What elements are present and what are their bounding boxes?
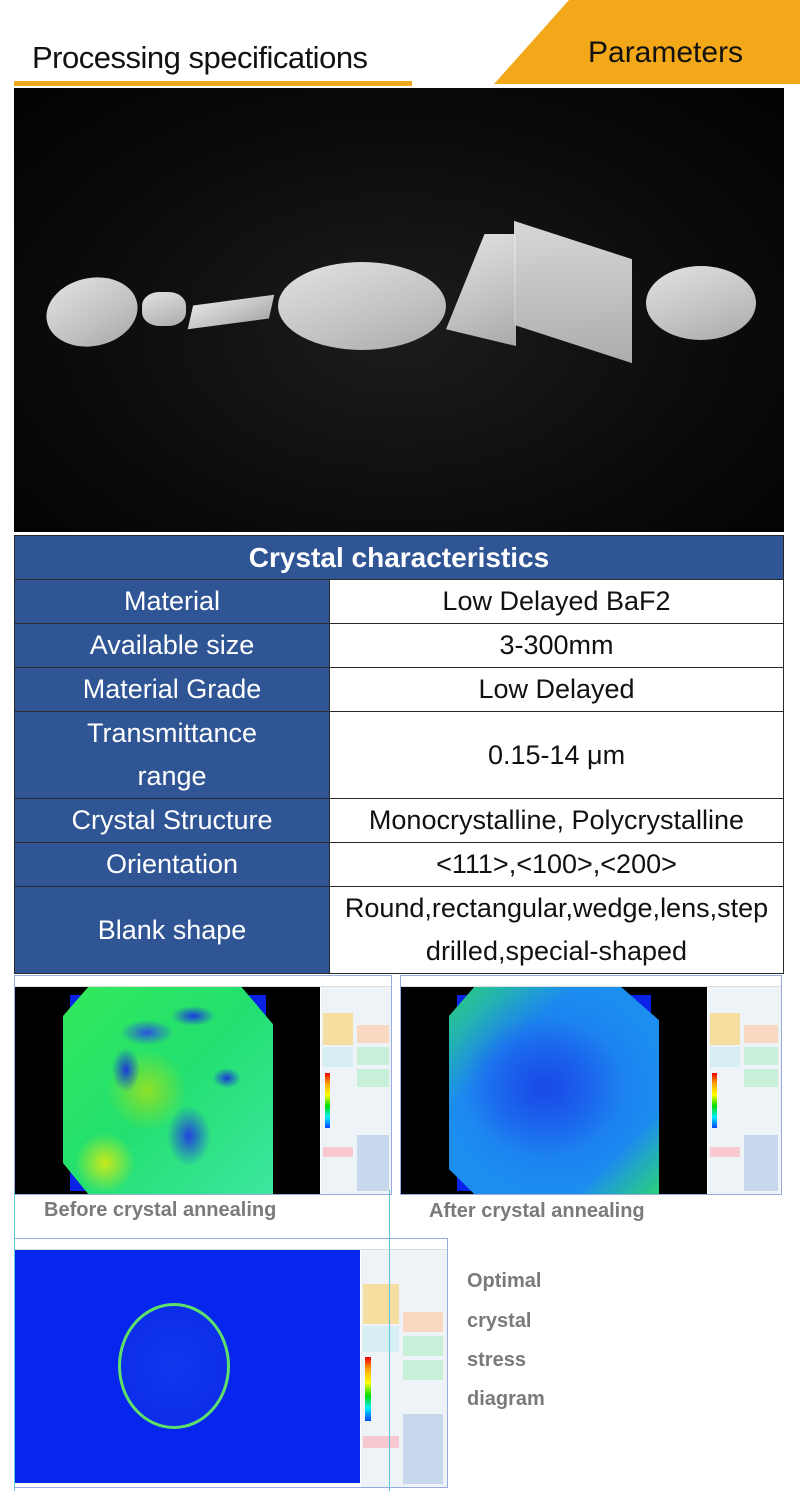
row-value: Low Delayed BaF2 [329,579,784,624]
crystal-characteristics-table: Crystal characteristics Material Low Del… [14,535,784,974]
large-disc [278,262,446,350]
table-title: Crystal characteristics [14,535,784,580]
guide-line [389,1190,390,1491]
color-scale-bar [325,1073,330,1128]
measure-box [403,1414,443,1484]
stress-map-before [15,987,320,1194]
product-photo [14,88,784,532]
guide-line [14,1190,15,1491]
axis-box [744,1069,778,1087]
optimal-caption-line: crystal [467,1310,532,1332]
optimal-caption-line: diagram [467,1388,545,1410]
window-titlebar [401,976,781,987]
row-value: Round,rectangular,wedge,lens,step drille… [329,886,784,974]
after-annealing-caption: After crystal annealing [429,1200,645,1222]
table-row: Available size 3-300mm [14,623,784,668]
mode-box [363,1436,399,1448]
window-titlebar [15,1239,447,1250]
row-value: 0.15-14 μm [329,711,784,799]
table-row: Material Grade Low Delayed [14,667,784,712]
magnification-box [323,1047,353,1067]
title-underline [14,81,412,86]
display-options-box [323,1013,353,1045]
optimal-stress-screenshot [14,1238,448,1488]
optimal-caption-line: Optimal [467,1270,542,1292]
before-annealing-screenshot [14,975,392,1195]
axis-box [357,1069,389,1087]
before-annealing-caption: Before crystal annealing [44,1199,277,1221]
retardation-box [403,1312,443,1332]
row-label: Available size [14,623,330,668]
sample-ring [118,1303,230,1429]
table-row: Orientation <111>,<100>,<200> [14,842,784,887]
retardation-box [357,1025,389,1043]
row-value: <111>,<100>,<200> [329,842,784,887]
row-label: Material [14,579,330,624]
table-row: Material Low Delayed BaF2 [14,579,784,624]
display-options-box [363,1284,399,1324]
row-label: Crystal Structure [14,798,330,843]
row-label: Blank shape [14,886,330,974]
stress-box [744,1047,778,1065]
page-header: Processing specifications Parameters [0,0,800,88]
stress-map-after [401,987,707,1194]
retardation-box [744,1025,778,1043]
table-row: Blank shape Round,rectangular,wedge,lens… [14,886,784,974]
axis-box [403,1360,443,1380]
software-control-panel [708,987,781,1194]
stress-box [357,1047,389,1065]
stress-map-optimal [15,1250,360,1483]
row-label: Transmittance range [14,711,330,799]
magnification-box [710,1047,740,1067]
software-control-panel [321,987,391,1194]
color-scale-bar [365,1357,371,1421]
mode-box [323,1147,353,1157]
row-value: Monocrystalline, Polycrystalline [329,798,784,843]
window-titlebar [15,976,391,987]
parameters-tab-label: Parameters [588,36,744,69]
measure-box [357,1135,389,1191]
small-window [142,292,186,326]
stress-heatmap-after [449,987,659,1194]
row-value: 3-300mm [329,623,784,668]
after-annealing-screenshot [400,975,782,1195]
thick-disc [646,266,756,340]
rectangular-plate [187,294,275,330]
magnification-box [363,1326,399,1352]
table-row: Transmittance range 0.15-14 μm [14,711,784,799]
display-options-box [710,1013,740,1045]
mode-box [710,1147,740,1157]
optimal-caption-line: stress [467,1349,526,1371]
row-value: Low Delayed [329,667,784,712]
row-label: Material Grade [14,667,330,712]
lens-blank [39,269,145,355]
software-control-panel [361,1250,447,1487]
wedge-prism [446,234,516,346]
stress-heatmap-before [63,987,273,1194]
stress-box [403,1336,443,1356]
drilled-plate [514,220,632,364]
measure-box [744,1135,778,1191]
row-label: Orientation [14,842,330,887]
section-title: Processing specifications [32,40,368,75]
color-scale-bar [712,1073,717,1128]
table-row: Crystal Structure Monocrystalline, Polyc… [14,798,784,843]
